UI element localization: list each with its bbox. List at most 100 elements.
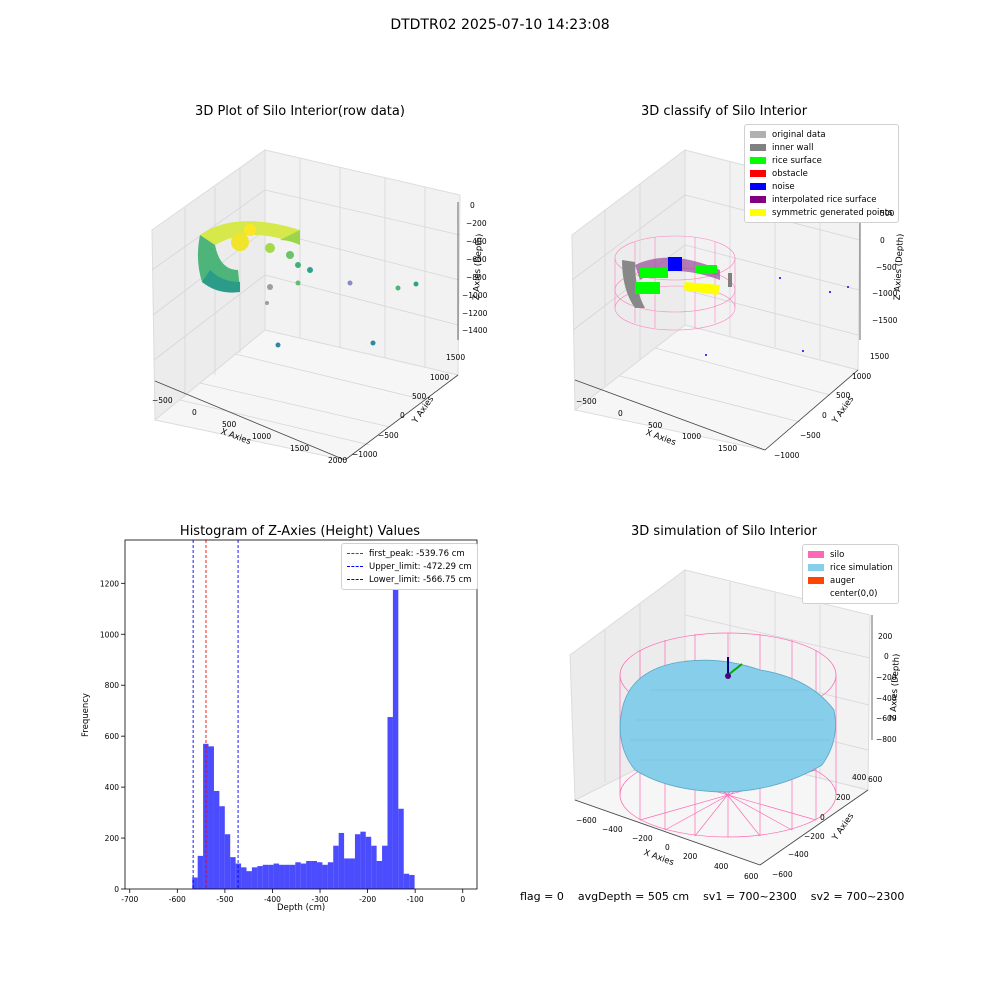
legend-swatch bbox=[750, 209, 766, 216]
classify-ytick: 1000 bbox=[852, 372, 872, 381]
histogram-bar bbox=[311, 860, 317, 889]
sim-ztick: 0 bbox=[884, 652, 889, 661]
histogram-bar bbox=[322, 864, 328, 889]
legend-swatch bbox=[750, 157, 766, 164]
legend-entry: Upper_limit: -472.29 cm bbox=[347, 560, 472, 573]
sv1-text: sv1 = 700~2300 bbox=[703, 890, 797, 903]
legend-label: original data bbox=[772, 129, 826, 140]
sim-xtick: 0 bbox=[665, 843, 670, 852]
raw-xtick: 1000 bbox=[252, 432, 272, 441]
raw-ztick: −400 bbox=[466, 237, 487, 246]
histogram-frame bbox=[124, 539, 478, 890]
x-tick-label: -400 bbox=[264, 895, 281, 904]
y-tick-label: 400 bbox=[105, 783, 120, 792]
sim-ytick: 0 bbox=[820, 813, 825, 822]
y-tick-label: 600 bbox=[105, 732, 120, 741]
histogram-bar bbox=[382, 845, 388, 889]
legend-swatch bbox=[808, 590, 824, 597]
raw-xtick: 2000 bbox=[328, 456, 348, 465]
histogram-bar bbox=[289, 864, 296, 889]
histogram-bar bbox=[192, 877, 198, 889]
y-tick-label: 200 bbox=[105, 834, 120, 843]
legend-entry: interpolated rice surface bbox=[750, 193, 893, 206]
legend-entry: rice simulation bbox=[808, 561, 893, 574]
classify-panel-title: 3D classify of Silo Interior bbox=[640, 104, 808, 119]
histogram-bar bbox=[376, 860, 383, 889]
histogram-bar bbox=[354, 834, 361, 889]
raw-ztick: −600 bbox=[466, 255, 487, 264]
histogram-title: Histogram of Z-Axies (Height) Values bbox=[179, 524, 421, 539]
raw-xtick: 500 bbox=[222, 420, 237, 429]
classify-ztick: −500 bbox=[876, 263, 897, 272]
sim-zlabel: Z Axies (Depth) bbox=[888, 653, 903, 721]
histogram-bar bbox=[333, 845, 339, 889]
raw-ztick: 0 bbox=[470, 201, 475, 210]
classify-points bbox=[622, 257, 849, 356]
classify-ytick: 1500 bbox=[870, 352, 890, 361]
legend-label: Lower_limit: -566.75 cm bbox=[369, 574, 472, 585]
legend-entry: Lower_limit: -566.75 cm bbox=[347, 573, 472, 586]
x-tick-label: -700 bbox=[121, 895, 138, 904]
histogram-bar bbox=[371, 845, 377, 889]
raw-ztick: −200 bbox=[466, 219, 487, 228]
classify-xtick: −500 bbox=[576, 397, 597, 406]
simulation-3d-plot bbox=[569, 569, 873, 866]
histogram-bar bbox=[306, 860, 312, 889]
histogram-bar bbox=[279, 864, 285, 889]
legend-label: symmetric generated points bbox=[772, 207, 893, 218]
legend-entry: silo bbox=[808, 548, 893, 561]
sim-ytick: −600 bbox=[772, 870, 793, 879]
legend-label: interpolated rice surface bbox=[772, 194, 877, 205]
legend-entry: center(0,0) bbox=[808, 587, 893, 600]
simulation-panel-title: 3D simulation of Silo Interior bbox=[631, 524, 817, 539]
sim-ytick: 400 bbox=[852, 773, 867, 782]
histogram-bar bbox=[349, 858, 355, 889]
legend-label: auger bbox=[830, 575, 855, 586]
center-marker bbox=[725, 673, 731, 679]
histogram-bar bbox=[262, 864, 269, 889]
x-tick-label: 0 bbox=[460, 895, 465, 904]
status-line: flag = 0 avgDepth = 505 cm sv1 = 700~2300 s… bbox=[520, 890, 918, 903]
raw-ztick: −1200 bbox=[462, 309, 488, 318]
histogram-bar bbox=[230, 857, 236, 889]
histogram-bar bbox=[327, 862, 334, 889]
legend-entry: auger bbox=[808, 574, 893, 587]
x-tick-label: -100 bbox=[407, 895, 424, 904]
classify-zlabel: Z Axies (Depth) bbox=[892, 233, 907, 301]
histogram-xlabel: Depth (cm) bbox=[277, 903, 326, 913]
classify-legend: original data inner wall rice surface ob… bbox=[744, 124, 899, 223]
histogram-bar bbox=[338, 832, 345, 889]
histogram-bar bbox=[365, 836, 372, 889]
raw-ytick: −500 bbox=[378, 431, 399, 440]
legend-label: obstacle bbox=[772, 168, 808, 179]
sim-xtick: 200 bbox=[683, 852, 698, 861]
classify-xtick: 500 bbox=[648, 421, 663, 430]
sim-xtick: 400 bbox=[714, 862, 729, 871]
classify-ytick: 500 bbox=[836, 391, 851, 400]
histogram-bar bbox=[241, 867, 247, 889]
legend-swatch bbox=[750, 144, 766, 151]
legend-line bbox=[347, 579, 363, 580]
histogram-bar bbox=[251, 867, 258, 889]
histogram-bar bbox=[360, 831, 366, 889]
legend-swatch bbox=[750, 170, 766, 177]
sim-ztick: −200 bbox=[876, 673, 897, 682]
legend-swatch bbox=[750, 131, 766, 138]
legend-entry: symmetric generated points bbox=[750, 206, 893, 219]
histogram-bar bbox=[213, 790, 220, 889]
histogram-bar bbox=[300, 863, 307, 889]
histogram-bar bbox=[398, 808, 404, 889]
histogram-bar bbox=[387, 717, 393, 889]
classify-ztick: −1000 bbox=[872, 289, 898, 298]
legend-label: inner wall bbox=[772, 142, 814, 153]
legend-entry: obstacle bbox=[750, 167, 893, 180]
x-tick-label: -500 bbox=[216, 895, 233, 904]
sim-ytick: −200 bbox=[804, 832, 825, 841]
y-tick-label: 1000 bbox=[100, 630, 119, 639]
histogram-bar bbox=[392, 550, 399, 889]
sim-ytick: 200 bbox=[836, 793, 851, 802]
raw-ztick: −1000 bbox=[462, 291, 488, 300]
histogram-bar bbox=[316, 862, 323, 889]
legend-swatch bbox=[808, 577, 824, 584]
sim-ztick: 200 bbox=[878, 632, 893, 641]
